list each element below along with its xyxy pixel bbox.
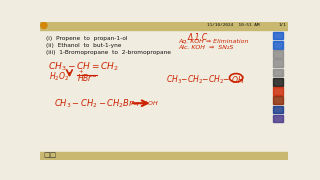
Bar (273, 50, 283, 58)
Text: $OH$: $OH$ (231, 74, 244, 85)
Bar (273, 78, 283, 86)
Text: $CH_3{-}CH_2{-}CH_2{-}$: $CH_3{-}CH_2{-}CH_2{-}$ (166, 74, 231, 86)
Circle shape (41, 22, 47, 28)
Text: Δ 1 C: Δ 1 C (187, 33, 207, 42)
Text: (iii)  1-Bromopropane  to  2-bromopropane: (iii) 1-Bromopropane to 2-bromopropane (46, 50, 171, 55)
Bar (273, 59, 283, 67)
Bar (273, 105, 283, 113)
Bar (273, 87, 283, 95)
Text: $H_2O_2$: $H_2O_2$ (49, 70, 69, 83)
Bar (40, 152, 288, 160)
Bar (273, 115, 283, 122)
Text: (ii)  Ethanol  to  but-1-yne: (ii) Ethanol to but-1-yne (46, 43, 122, 48)
Text: $\overset{+}{H}Br^{-}$: $\overset{+}{H}Br^{-}$ (77, 67, 98, 84)
Text: Aq. KOH ⇒ Elimination: Aq. KOH ⇒ Elimination (178, 39, 248, 44)
Text: $CH_3 - CH = CH_2$: $CH_3 - CH = CH_2$ (48, 60, 119, 73)
Text: □□: □□ (43, 152, 56, 158)
Text: 11/10/2024  10:51 AM: 11/10/2024 10:51 AM (207, 23, 259, 27)
Text: $Aq \cdot KOH$: $Aq \cdot KOH$ (130, 99, 158, 108)
Bar (273, 32, 283, 39)
Bar (273, 41, 283, 49)
Bar (273, 96, 283, 104)
Text: (i)  Propene  to  propan-1-ol: (i) Propene to propan-1-ol (46, 36, 128, 41)
Text: 1/1: 1/1 (279, 23, 287, 27)
Text: Alc. KOH  ⇒  SN₂S: Alc. KOH ⇒ SN₂S (178, 46, 233, 50)
Bar (273, 69, 283, 76)
Text: $CH_3 - CH_2 - CH_2Br$: $CH_3 - CH_2 - CH_2Br$ (54, 97, 134, 110)
Bar (40, 22, 288, 30)
